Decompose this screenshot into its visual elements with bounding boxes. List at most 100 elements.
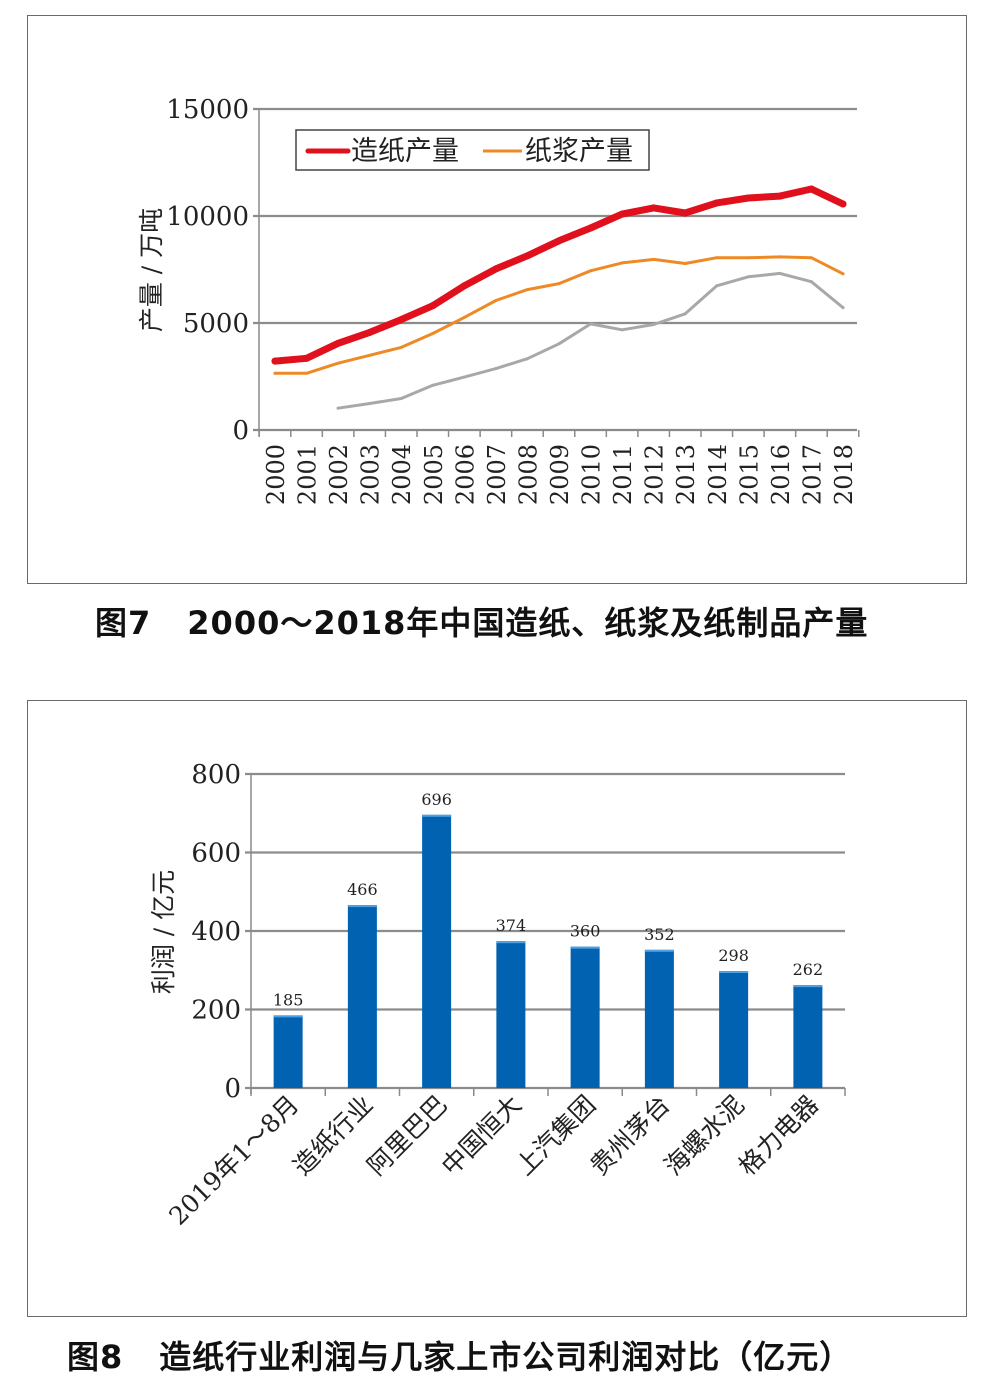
- bar: [422, 814, 452, 1088]
- y-axis-title: 产量 / 万吨: [137, 208, 166, 332]
- data-point: [334, 339, 342, 347]
- bar-highlight: [273, 1015, 303, 1018]
- y-tick-label: 5000: [183, 309, 249, 339]
- x-tick-label: 2001: [294, 444, 322, 505]
- data-point: [587, 224, 595, 232]
- figure-7-number: 图7: [95, 604, 152, 642]
- x-tick-label: 2017: [798, 444, 826, 505]
- x-tick-label: 2010: [578, 444, 606, 505]
- y-tick-label: 0: [224, 1074, 241, 1104]
- y-tick-label: 400: [191, 917, 241, 947]
- data-point: [746, 256, 750, 260]
- x-tick-label: 2016: [767, 444, 795, 505]
- x-tick-label: 2019年1～8月: [163, 1090, 304, 1231]
- data-point: [399, 345, 403, 349]
- bar-highlight: [719, 971, 749, 974]
- data-point: [525, 288, 529, 292]
- data-point: [746, 275, 750, 279]
- data-point: [652, 322, 656, 326]
- y-tick-label: 0: [232, 416, 249, 446]
- figure-7-caption: 图7 2000～2018年中国造纸、纸浆及纸制品产量: [95, 598, 868, 644]
- data-point: [713, 199, 721, 207]
- y-tick-label: 600: [191, 839, 241, 869]
- data-label: 352: [644, 925, 675, 944]
- data-point: [618, 210, 626, 218]
- x-tick-label: 阿里巴巴: [362, 1090, 453, 1181]
- bar-highlight: [644, 949, 674, 952]
- data-point: [778, 271, 782, 275]
- figure-7-title: 2000～2018年中国造纸、纸浆及纸制品产量: [187, 604, 869, 642]
- data-label: 262: [793, 960, 824, 979]
- data-point: [494, 299, 498, 303]
- data-point: [683, 312, 687, 316]
- x-tick-label: 2000: [262, 444, 290, 505]
- legend-box: [295, 129, 650, 171]
- data-point: [557, 282, 561, 286]
- data-point: [397, 316, 405, 324]
- data-point: [492, 265, 500, 273]
- data-point: [273, 371, 277, 375]
- x-tick-label: 2008: [514, 444, 542, 505]
- bar-highlight: [496, 941, 526, 944]
- bar: [347, 905, 377, 1088]
- figure-8-caption: 图8 造纸行业利润与几家上市公司利润对比（亿元）: [67, 1332, 852, 1378]
- data-point: [366, 328, 374, 336]
- legend-label-pulp: 纸浆产量: [525, 136, 633, 167]
- legend-label-paper: 造纸产量: [351, 136, 459, 167]
- data-point: [303, 354, 311, 362]
- data-point: [494, 367, 498, 371]
- bar-highlight: [347, 905, 377, 908]
- data-point: [368, 353, 372, 357]
- y-tick-label: 200: [191, 996, 241, 1026]
- data-point: [305, 371, 309, 375]
- x-tick-label: 格力电器: [733, 1090, 824, 1181]
- data-label: 185: [273, 990, 304, 1009]
- x-tick-label: 2018: [830, 444, 858, 505]
- y-tick-label: 800: [191, 760, 241, 790]
- data-point: [652, 257, 656, 261]
- y-axis-title: 利润 / 亿元: [149, 870, 178, 994]
- y-tick-label: 15000: [166, 95, 249, 125]
- data-point: [778, 255, 782, 259]
- data-point: [620, 261, 624, 265]
- data-point: [336, 361, 340, 365]
- data-point: [399, 397, 403, 401]
- data-point: [523, 252, 531, 260]
- x-tick-label: 2014: [704, 444, 732, 505]
- legend: 造纸产量 纸浆产量: [295, 129, 650, 171]
- data-point: [431, 331, 435, 335]
- y-tick-label: 10000: [166, 202, 249, 232]
- x-tick-label: 中国恒大: [436, 1090, 527, 1181]
- data-point: [557, 342, 561, 346]
- figure-8-number: 图8: [67, 1338, 124, 1376]
- data-point: [683, 262, 687, 266]
- bar-highlight: [793, 985, 823, 988]
- x-tick-label: 2007: [483, 444, 511, 505]
- data-label: 466: [347, 880, 378, 899]
- data-point: [462, 315, 466, 319]
- data-point: [809, 280, 813, 284]
- x-tick-label: 海螺水泥: [659, 1090, 750, 1181]
- data-point: [431, 383, 435, 387]
- x-tick-label: 2013: [672, 444, 700, 505]
- figure-8-title: 造纸行业利润与几家上市公司利润对比（亿元）: [159, 1338, 853, 1376]
- data-point: [555, 237, 563, 245]
- data-point: [776, 192, 784, 200]
- x-tick-label: 2015: [735, 444, 763, 505]
- x-tick-label: 2004: [388, 444, 416, 505]
- x-tick-label: 2012: [641, 444, 669, 505]
- x-tick-label: 2005: [420, 444, 448, 505]
- bar-highlight: [570, 946, 600, 949]
- data-point: [368, 401, 372, 405]
- data-label: 696: [421, 790, 452, 809]
- data-point: [271, 357, 279, 365]
- x-tick-label: 2006: [451, 444, 479, 505]
- x-tick-label: 上汽集团: [510, 1090, 601, 1181]
- data-point: [809, 256, 813, 260]
- data-label: 298: [718, 946, 749, 965]
- data-label: 360: [570, 922, 601, 941]
- x-tick-label: 造纸行业: [287, 1090, 378, 1181]
- bar: [570, 946, 600, 1088]
